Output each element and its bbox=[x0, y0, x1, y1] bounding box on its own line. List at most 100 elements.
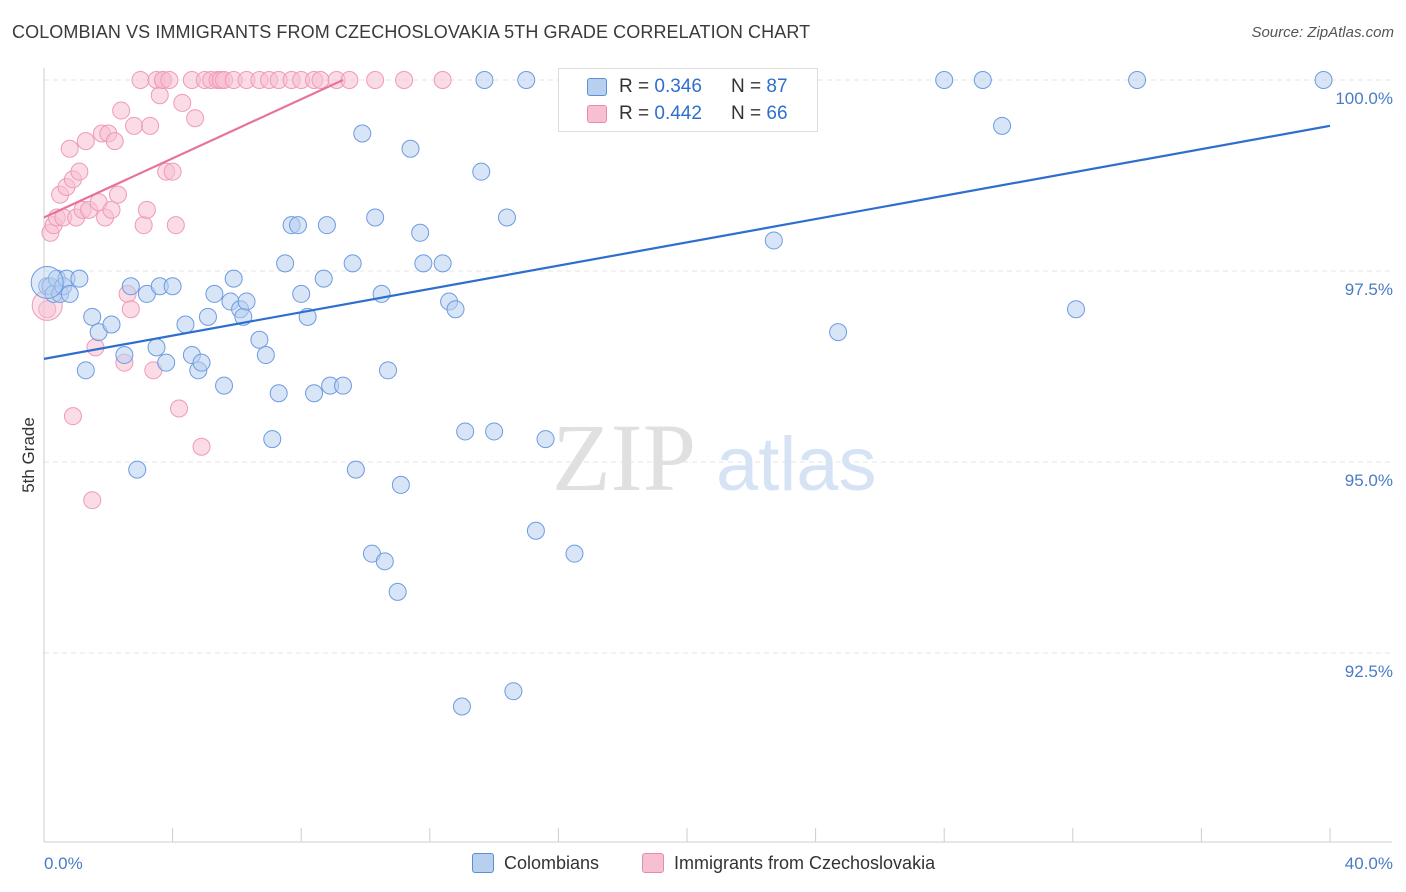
source-label: Source: ZipAtlas.com bbox=[1251, 24, 1394, 41]
x-tick-label: 40.0% bbox=[1345, 854, 1393, 873]
colombian-point bbox=[456, 422, 475, 441]
colombian-point bbox=[346, 460, 365, 479]
y-tick-label: 100.0% bbox=[1335, 89, 1393, 108]
colombian-point bbox=[446, 300, 465, 319]
colombian-point bbox=[343, 254, 362, 273]
czech-point bbox=[433, 71, 452, 89]
colombian-point bbox=[452, 697, 471, 716]
legend-r-label: R = bbox=[619, 103, 655, 124]
colombian-point bbox=[973, 71, 992, 89]
colombian-point bbox=[102, 315, 121, 334]
bottom-legend-swatch-blue bbox=[472, 853, 494, 873]
colombian-point bbox=[269, 384, 288, 403]
gridlines bbox=[44, 79, 1392, 654]
colombian-point bbox=[472, 162, 491, 181]
colombian-point bbox=[333, 376, 352, 395]
colombian-point bbox=[401, 139, 420, 158]
czech-point bbox=[186, 109, 205, 128]
colombian-point bbox=[475, 71, 494, 89]
colombian-point bbox=[379, 361, 398, 380]
colombian-point bbox=[935, 71, 954, 89]
colombian-point bbox=[237, 292, 256, 311]
czech-point bbox=[137, 200, 156, 219]
tick-labels: 92.5% 95.0% 97.5% 100.0% 0.0% 40.0% bbox=[44, 89, 1393, 873]
czech-trend-line bbox=[43, 79, 344, 219]
watermark-atlas: atlas bbox=[716, 422, 877, 507]
czech-point bbox=[83, 491, 102, 510]
czech-point bbox=[150, 86, 169, 105]
czech-point bbox=[121, 300, 140, 319]
czech-point bbox=[76, 132, 95, 151]
bottom-legend-swatch-pink bbox=[642, 853, 664, 873]
colombian-point bbox=[288, 216, 307, 235]
y-tick-label: 95.0% bbox=[1345, 471, 1393, 490]
colombian-point bbox=[366, 208, 385, 227]
czech-point bbox=[166, 216, 185, 235]
colombian-point bbox=[764, 231, 783, 250]
colombian-point bbox=[198, 307, 217, 326]
colombian-point bbox=[1128, 71, 1147, 89]
legend-swatch-pink bbox=[587, 105, 607, 123]
colombian-point bbox=[147, 338, 166, 357]
legend-row-czechoslovakia: R = 0.442 N = 66 bbox=[559, 101, 788, 127]
czech-point bbox=[170, 399, 189, 418]
czech-point bbox=[340, 71, 359, 89]
colombian-point bbox=[517, 71, 536, 89]
colombian-point bbox=[1314, 71, 1333, 89]
watermark-zip: ZIP bbox=[552, 404, 696, 511]
colombian-point bbox=[70, 269, 89, 288]
colombian-point bbox=[263, 430, 282, 449]
czech-point bbox=[108, 185, 127, 204]
legend-n-label: N = bbox=[731, 103, 762, 124]
bottom-legend-colombians: Colombians bbox=[472, 850, 599, 876]
colombian-point bbox=[411, 223, 430, 242]
colombian-point bbox=[83, 307, 102, 326]
bottom-legend-label: Immigrants from Czechoslovakia bbox=[674, 852, 936, 873]
colombian-point bbox=[565, 544, 584, 563]
czech-point bbox=[63, 407, 82, 426]
czech-point bbox=[60, 139, 79, 158]
colombian-point bbox=[414, 254, 433, 273]
watermark: ZIP atlas bbox=[552, 404, 877, 511]
czech-point bbox=[70, 162, 89, 181]
czech-point bbox=[112, 101, 131, 120]
colombian-point-cluster bbox=[30, 265, 64, 299]
colombian-point bbox=[205, 284, 224, 303]
bottom-legend-label: Colombians bbox=[504, 852, 600, 873]
legend-n-value: 87 bbox=[766, 76, 788, 97]
bottom-legend-czechoslovakia: Immigrants from Czechoslovakia bbox=[642, 850, 935, 876]
colombian-point bbox=[276, 254, 295, 273]
czech-point bbox=[395, 71, 414, 89]
czech-point bbox=[160, 71, 179, 89]
colombian-point bbox=[536, 430, 555, 449]
colombian-point bbox=[121, 277, 140, 296]
axes bbox=[43, 68, 1392, 843]
colombian-point bbox=[993, 116, 1012, 135]
colombian-point bbox=[433, 254, 452, 273]
y-tick-label: 92.5% bbox=[1345, 662, 1393, 681]
colombian-point bbox=[256, 346, 275, 365]
colombian-point bbox=[128, 460, 147, 479]
czech-point bbox=[311, 71, 330, 89]
colombian-point bbox=[163, 277, 182, 296]
czech-point bbox=[134, 216, 153, 235]
colombian-point bbox=[391, 475, 410, 494]
legend-swatch-blue bbox=[587, 78, 607, 96]
colombian-point bbox=[485, 422, 504, 441]
czech-point bbox=[163, 162, 182, 181]
colombian-point bbox=[829, 323, 848, 342]
czech-point bbox=[141, 116, 160, 135]
colombian-point bbox=[353, 124, 372, 143]
colombian-point bbox=[375, 552, 394, 571]
colombian-point bbox=[60, 284, 79, 303]
y-tick-label: 97.5% bbox=[1345, 280, 1393, 299]
stats-legend: R = 0.346 N = 87 R = 0.442 N = 66 bbox=[558, 68, 818, 132]
colombian-point bbox=[317, 216, 336, 235]
colombian-point bbox=[176, 315, 195, 334]
colombian-point bbox=[115, 346, 134, 365]
czech-point bbox=[131, 71, 150, 89]
czech-point bbox=[366, 71, 385, 89]
colombian-point bbox=[192, 353, 211, 372]
trend-lines bbox=[43, 79, 1331, 360]
colombian-point bbox=[76, 361, 95, 380]
